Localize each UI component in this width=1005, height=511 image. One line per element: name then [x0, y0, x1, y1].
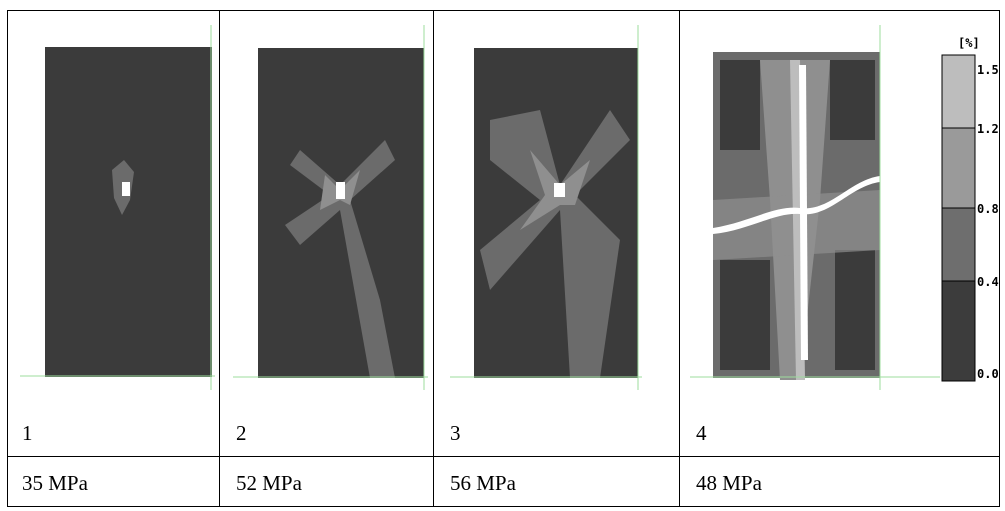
panel-label: 3	[450, 421, 461, 445]
legend-level: 0.0	[977, 367, 999, 381]
strain-map	[690, 25, 940, 390]
stress-value: 52 MPa	[236, 471, 303, 495]
legend-levels: 1.5 1.2 0.8 0.4 0.0	[977, 63, 999, 381]
legend-level: 1.5	[977, 63, 999, 77]
figure: [%] 1.5 1.2 0.8 0.4 0.0 1 2 3 4 35 MPa 52 MP…	[0, 0, 1005, 511]
legend-level: 1.2	[977, 122, 999, 136]
stress-value: 48 MPa	[696, 471, 763, 495]
stress-value: 56 MPa	[450, 471, 517, 495]
strain-map	[450, 25, 642, 390]
legend-unit: [%]	[958, 36, 980, 50]
panel-label: 1	[22, 421, 33, 445]
stress-value: 35 MPa	[22, 471, 89, 495]
panel-label: 4	[696, 421, 707, 445]
strain-map	[20, 25, 215, 390]
legend-level: 0.8	[977, 202, 999, 216]
strain-map	[233, 25, 428, 390]
panel-label: 2	[236, 421, 247, 445]
colorbar: [%]	[942, 36, 980, 381]
legend-level: 0.4	[977, 275, 999, 289]
